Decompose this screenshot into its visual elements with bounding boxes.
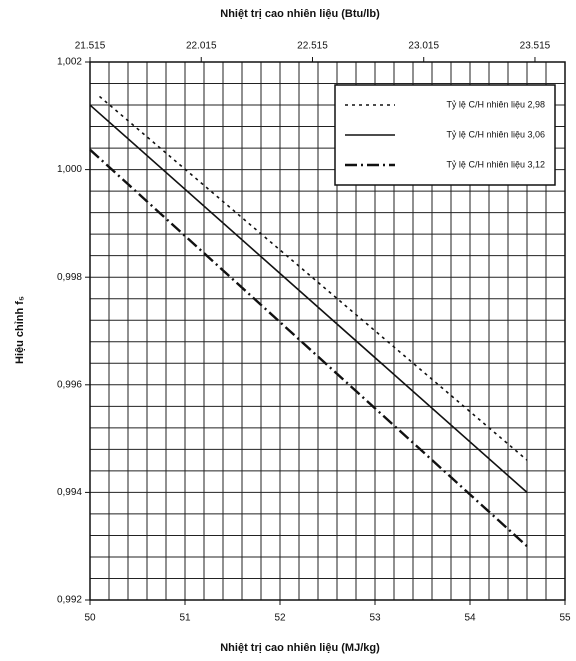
y-tick-label: 1,002: [57, 57, 82, 68]
y-axis-title: Hiệu chỉnh f₅: [14, 296, 26, 364]
x-tick-label: 54: [464, 613, 476, 624]
x2-tick-label: 22.515: [297, 41, 328, 52]
x-axis-title: Nhiệt trị cao nhiên liệu (MJ/kg): [220, 642, 380, 654]
x2-tick-label: 21.515: [75, 41, 106, 52]
y-tick-label: 0,998: [57, 272, 82, 283]
series-line: [89, 148, 528, 548]
legend-label: Tỷ lệ C/H nhiên liệu 2,98: [446, 99, 545, 109]
y-tick-label: 1,000: [57, 164, 82, 175]
x2-tick-label: 22.015: [186, 41, 217, 52]
x2-tick-label: 23.515: [520, 41, 551, 52]
y-tick-label: 0,996: [57, 379, 82, 390]
x-tick-label: 53: [369, 613, 381, 624]
legend-label: Tỷ lệ C/H nhiên liệu 3,06: [446, 129, 545, 139]
x-tick-label: 52: [274, 613, 286, 624]
x-tick-label: 55: [559, 613, 571, 624]
x-tick-label: 50: [84, 613, 96, 624]
x-tick-label: 51: [179, 613, 191, 624]
plot-frame: [89, 61, 566, 601]
legend-label: Tỷ lệ C/H nhiên liệu 3,12: [446, 159, 545, 169]
y-tick-label: 0,994: [57, 487, 82, 498]
top-axis-title: Nhiệt trị cao nhiên liệu (Btu/lb): [220, 8, 380, 20]
y-tick-label: 0,992: [57, 595, 82, 606]
series-line: [89, 104, 528, 493]
series-line: [98, 95, 528, 461]
x2-tick-label: 23.015: [408, 41, 439, 52]
